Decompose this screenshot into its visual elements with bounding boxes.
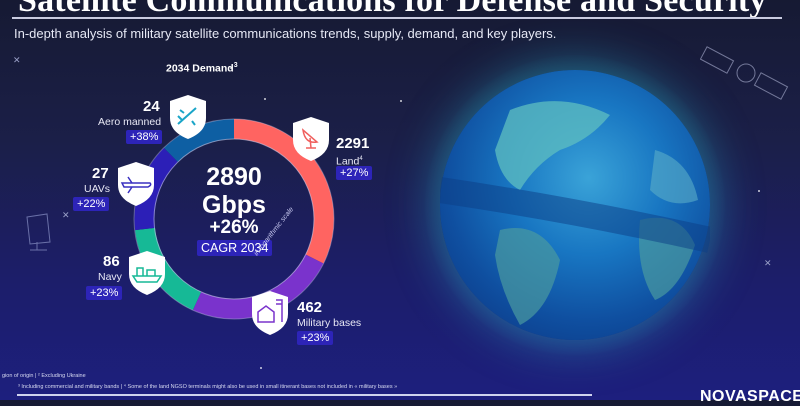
sparkle-icon: ✕: [764, 258, 772, 268]
ship-icon: [129, 251, 165, 295]
segment-land: [233, 119, 334, 264]
page-title: Satellite Communications for Defense and…: [18, 0, 767, 19]
military-bases-growth: +23%: [297, 331, 334, 345]
land-growth: +27%: [336, 166, 373, 180]
cagr-badge: CAGR 2034: [197, 240, 273, 256]
footnote-2: ³ Including commercial and military band…: [18, 384, 398, 390]
cagr-value: +26%: [209, 217, 259, 238]
sparkle-icon: ✕: [13, 55, 21, 65]
satellite-dish-icon: [293, 117, 329, 161]
aero-manned-label: Aero manned: [98, 116, 162, 128]
aero-manned-growth: +38%: [126, 130, 163, 144]
uavs-value: 27: [92, 165, 109, 182]
sparkle-icon: ✕: [62, 210, 70, 220]
total-demand: 2890 Gbps: [202, 163, 266, 219]
aero-manned-value: 24: [143, 98, 160, 115]
page-subtitle: In-depth analysis of military satellite …: [14, 26, 557, 41]
continents-icon: [438, 101, 713, 325]
navy-growth: +23%: [86, 286, 123, 300]
navy-value: 86: [103, 253, 120, 270]
military-base-icon: [252, 291, 288, 335]
earth-globe: [438, 70, 713, 340]
uavs-label: UAVs: [84, 183, 111, 195]
ground-antenna-icon: [26, 213, 51, 251]
military-bases-value: 462: [297, 299, 323, 316]
segment-aero-manned: [163, 119, 235, 163]
navy-label: Navy: [98, 271, 122, 283]
footnote-1: gion of origin | ² Excluding Ukraine: [2, 373, 86, 379]
land-value: 2291: [336, 135, 370, 152]
military-bases-label: Military bases: [297, 317, 362, 329]
land-label: Land4: [336, 155, 363, 168]
novaspace-logo: NOVASPACE: [700, 388, 800, 405]
footer-divider: [17, 394, 592, 396]
title-divider: [12, 17, 782, 19]
uav-icon: [118, 162, 154, 206]
uavs-growth: +22%: [73, 197, 110, 211]
chart-heading: 2034 Demand3: [166, 62, 238, 75]
airplane-icon: [170, 95, 206, 139]
satellite-icon: [700, 46, 789, 100]
